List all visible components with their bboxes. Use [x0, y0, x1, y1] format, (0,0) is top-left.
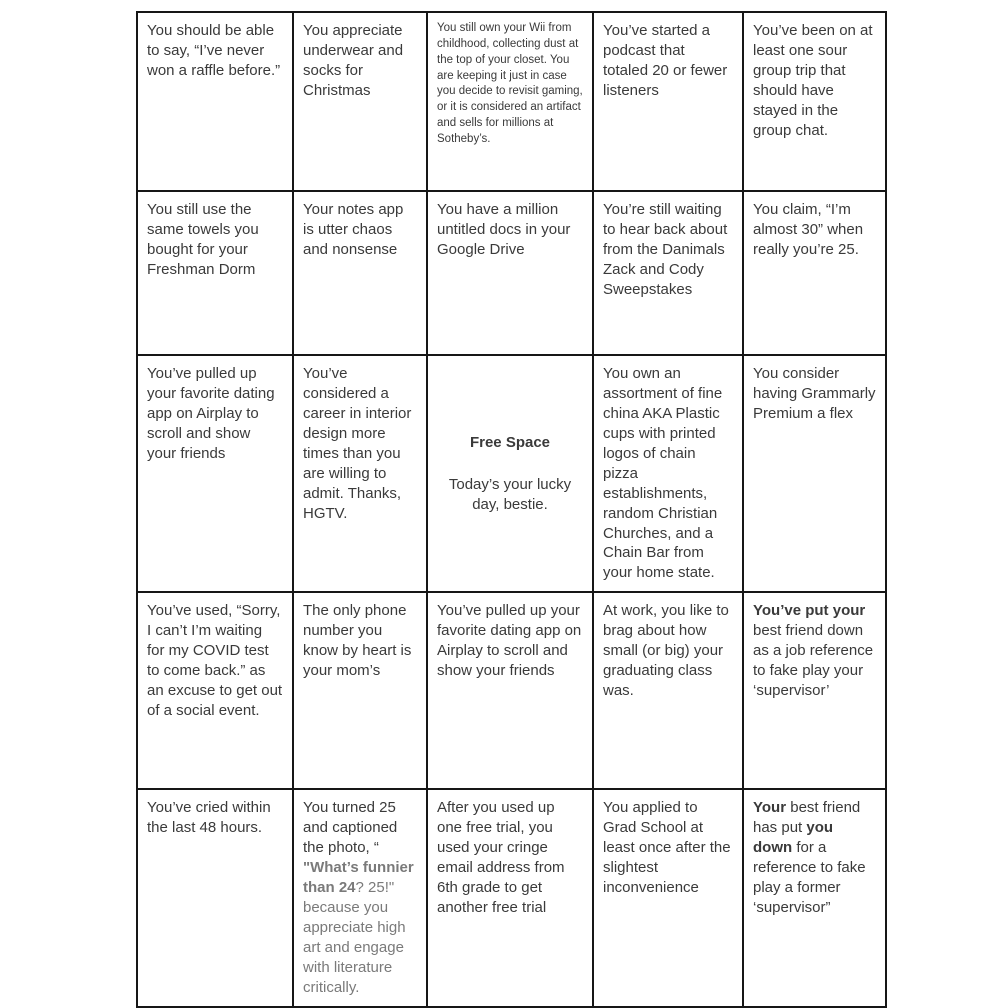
bingo-row-1: You should be able to say, “I’ve never w…	[136, 11, 887, 192]
cell-text: You’ve started a podcast that totaled 20…	[603, 22, 728, 99]
bingo-row-4: You’ve used, “Sorry, I can’t I’m waiting…	[136, 591, 887, 791]
bingo-cell-r1c5: You’ve been on at least one sour group t…	[742, 11, 887, 192]
bingo-card-container: You should be able to say, “I’ve never w…	[136, 11, 887, 1008]
cell-text: Your best friend has put you down for a …	[753, 799, 866, 916]
cell-text: You have a million untitled docs in your…	[437, 201, 571, 258]
bingo-card: You should be able to say, “I’ve never w…	[136, 11, 887, 1008]
cell-text: After you used up one free trial, you us…	[437, 799, 565, 916]
bingo-cell-r3c5: You consider having Grammarly Premium a …	[742, 353, 887, 594]
cell-text: You’ve pulled up your favorite dating ap…	[437, 602, 582, 680]
bingo-cell-r1c4: You’ve started a podcast that totaled 20…	[592, 11, 744, 192]
bingo-cell-r4c5: You’ve put your best friend down as a jo…	[742, 591, 887, 791]
bingo-cell-r3c2: You’ve considered a career in interior d…	[292, 353, 428, 594]
cell-text: You still own your Wii from childhood, c…	[437, 22, 583, 146]
cell-text: Your notes app is utter chaos and nonsen…	[303, 201, 404, 258]
cell-text: You own an assortment of fine china AKA …	[603, 365, 723, 582]
cell-text: You’ve cried within the last 48 hours.	[147, 799, 271, 837]
bingo-cell-r1c2: You appreciate underwear and socks for C…	[292, 11, 428, 192]
bingo-cell-r1c1: You should be able to say, “I’ve never w…	[136, 11, 294, 192]
cell-text: You should be able to say, “I’ve never w…	[147, 22, 281, 79]
bingo-cell-r4c4: At work, you like to brag about how smal…	[592, 591, 744, 791]
cell-text: You appreciate underwear and socks for C…	[303, 22, 404, 99]
cell-text: You turned 25 and captioned the photo, “…	[303, 799, 414, 996]
bingo-cell-r3c1: You’ve pulled up your favorite dating ap…	[136, 353, 294, 594]
bingo-cell-r3c4: You own an assortment of fine china AKA …	[592, 353, 744, 594]
bingo-row-3: You’ve pulled up your favorite dating ap…	[136, 353, 887, 594]
cell-text: Free Space	[469, 433, 551, 451]
bingo-cell-r2c1: You still use the same towels you bought…	[136, 190, 294, 356]
cell-text: You’re still waiting to hear back about …	[603, 201, 728, 298]
cell-text: At work, you like to brag about how smal…	[603, 602, 729, 700]
bingo-row-2: You still use the same towels you bought…	[136, 190, 887, 356]
cell-text: The only phone number you know by heart …	[303, 602, 412, 680]
cell-text: You applied to Grad School at least once…	[603, 799, 731, 897]
bingo-cell-r5c5: Your best friend has put you down for a …	[742, 788, 887, 1008]
bingo-cell-r2c5: You claim, “I’m almost 30” when really y…	[742, 190, 887, 356]
cell-text: You claim, “I’m almost 30” when really y…	[753, 201, 864, 258]
cell-text: You’ve pulled up your favorite dating ap…	[147, 365, 275, 462]
bingo-cell-r4c2: The only phone number you know by heart …	[292, 591, 428, 791]
bingo-row-5: You’ve cried within the last 48 hours. Yo…	[136, 788, 887, 1008]
cell-text: You’ve been on at least one sour group t…	[753, 22, 873, 139]
bingo-cell-r5c4: You applied to Grad School at least once…	[592, 788, 744, 1008]
bingo-cell-r5c3: After you used up one free trial, you us…	[426, 788, 594, 1008]
cell-text: You consider having Grammarly Premium a …	[753, 365, 876, 422]
bingo-cell-r4c3: You’ve pulled up your favorite dating ap…	[426, 591, 594, 791]
bingo-cell-r5c1: You’ve cried within the last 48 hours.	[136, 788, 294, 1008]
bingo-cell-r1c3: You still own your Wii from childhood, c…	[426, 11, 594, 192]
cell-text: You’ve considered a career in interior d…	[303, 365, 412, 522]
bingo-body: You should be able to say, “I’ve never w…	[136, 11, 887, 1008]
cell-text: Today’s your lucky day, bestie.	[448, 475, 572, 513]
bingo-cell-r4c1: You’ve used, “Sorry, I can’t I’m waiting…	[136, 591, 294, 791]
cell-text: You’ve put your best friend down as a jo…	[753, 602, 874, 700]
bingo-cell-r2c2: Your notes app is utter chaos and nonsen…	[292, 190, 428, 356]
cell-text: You still use the same towels you bought…	[147, 201, 259, 278]
bingo-cell-r2c4: You’re still waiting to hear back about …	[592, 190, 744, 356]
free-space-cell: Free Space Today’s your lucky day, bestie…	[426, 353, 594, 594]
cell-text: You’ve used, “Sorry, I can’t I’m waiting…	[147, 602, 283, 719]
bingo-cell-r2c3: You have a million untitled docs in your…	[426, 190, 594, 356]
bingo-cell-r5c2: You turned 25 and captioned the photo, “…	[292, 788, 428, 1008]
